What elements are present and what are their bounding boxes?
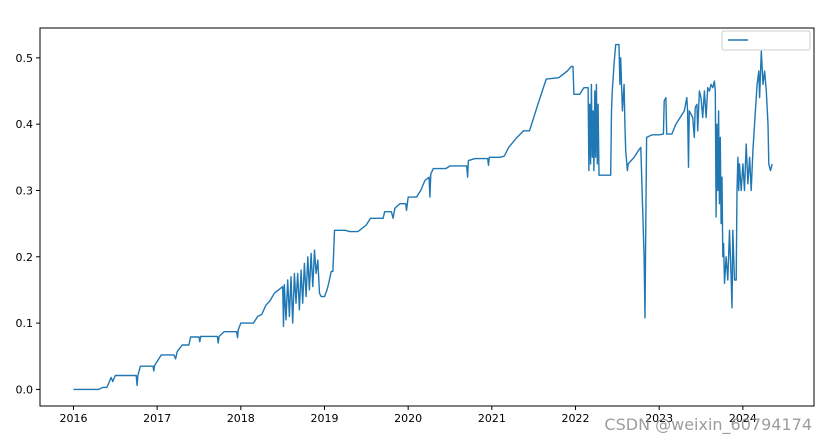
x-tick-label: 2020 — [394, 412, 422, 425]
x-tick-label: 2022 — [562, 412, 590, 425]
y-tick-label: 0.0 — [16, 383, 34, 396]
y-tick-label: 0.5 — [16, 52, 34, 65]
x-tick-label: 2021 — [478, 412, 506, 425]
x-tick-label: 2017 — [143, 412, 171, 425]
x-tick-label: 2023 — [645, 412, 673, 425]
y-tick-label: 0.4 — [16, 118, 34, 131]
y-tick-label: 0.2 — [16, 251, 34, 264]
series-layer — [73, 43, 773, 391]
watermark: CSDN @weixin_60794174 — [604, 415, 812, 435]
series-line — [73, 43, 773, 391]
x-tick-label: 2016 — [59, 412, 87, 425]
plot-frame — [39, 27, 815, 407]
legend-box — [721, 30, 811, 51]
x-tick-label: 2018 — [227, 412, 255, 425]
y-tick-label: 0.1 — [16, 317, 34, 330]
legend — [721, 30, 811, 51]
x-axis: 2016 2017 2018 2019 2020 2021 2022 2023 2024 — [59, 406, 757, 425]
x-tick-label: 2024 — [729, 412, 757, 425]
x-tick-label: 2019 — [310, 412, 338, 425]
y-tick-label: 0.3 — [16, 184, 34, 197]
y-axis: 0.0 0.1 0.2 0.3 0.4 0.5 — [16, 52, 40, 396]
